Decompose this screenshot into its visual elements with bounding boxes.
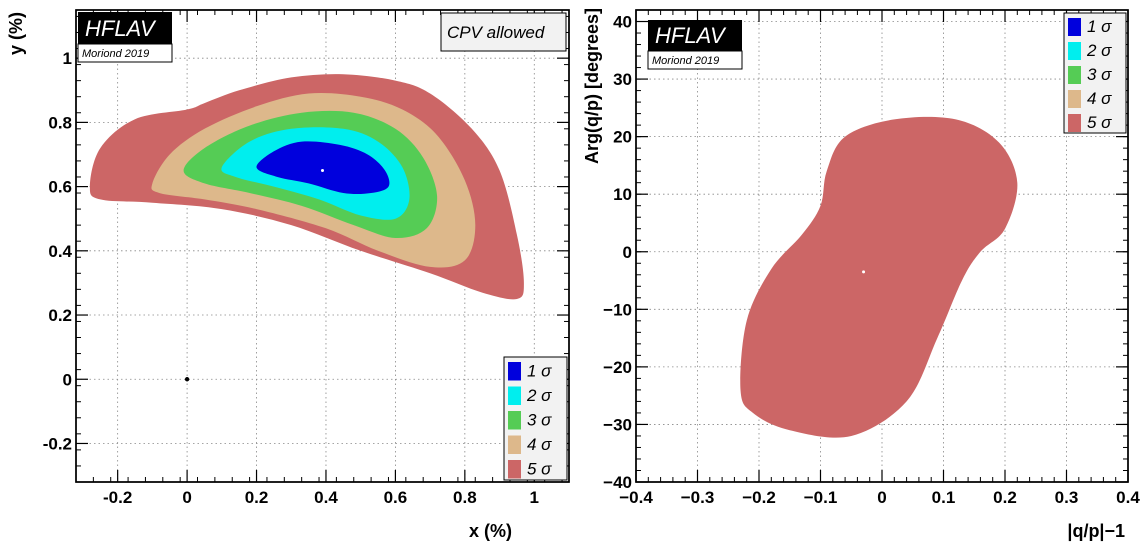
right-x-tick-label: 0.4 (1116, 488, 1140, 507)
right-x-tick-label: 0.1 (932, 488, 956, 507)
right-contours (740, 116, 1018, 438)
right-brand-text: HFLAV (655, 23, 727, 48)
left-y-tick-label: 1 (63, 49, 72, 68)
left-legend-label: 4 σ (527, 435, 552, 454)
left-legend-swatch (508, 362, 521, 381)
left-y-tick-label: 0 (63, 370, 72, 389)
left-x-tick-label: 1 (530, 488, 539, 507)
left-y-tick-label: -0.2 (43, 434, 72, 453)
left-y-tick-label: 0.8 (48, 113, 72, 132)
left-best-fit-point (321, 169, 324, 173)
left-legend: 1 σ 2 σ 3 σ 4 σ 5 σ (503, 356, 568, 481)
right-legend: 1 σ 2 σ 3 σ 4 σ 5 σ (1063, 12, 1127, 134)
left-legend-label: 2 σ (526, 386, 552, 405)
left-x-tick-label: 0.6 (384, 488, 408, 507)
left-legend-label: 3 σ (527, 411, 552, 430)
left-x-tick-label: 0.4 (314, 488, 338, 507)
left-x-tick-label: 0.8 (453, 488, 477, 507)
left-markers (184, 169, 324, 382)
left-hflav-badge: HFLAV Moriond 2019 (77, 12, 173, 63)
left-y-tick-label: 0.4 (48, 242, 72, 261)
left-x-tick-label: 0.2 (245, 488, 269, 507)
left-contours (89, 74, 524, 300)
left-x-tick-label: -0.2 (103, 488, 132, 507)
right-legend-swatch (1068, 114, 1081, 132)
right-y-tick-label: 10 (613, 185, 632, 204)
right-legend-swatch (1068, 18, 1081, 36)
right-x-tick-label: 0 (877, 488, 886, 507)
right-legend-label: 5 σ (1087, 113, 1112, 132)
right-legend-label: 4 σ (1087, 89, 1112, 108)
right-legend-label: 2 σ (1086, 41, 1112, 60)
right-x-tick-label: 0.2 (993, 488, 1017, 507)
right-x-tick-label: −0.3 (681, 488, 715, 507)
left-brand-text: HFLAV (85, 16, 157, 41)
right-contour-5-sigma (740, 116, 1018, 438)
right-hflav-badge: HFLAV Moriond 2019 (647, 20, 743, 70)
left-y-axis-label: y (%) (6, 12, 26, 55)
left-chart: -0.2 0 0.2 0.4 0.6 0.8 1 -0.2 0 0.2 0.4 0.6 0.8 1 HFL… (6, 9, 570, 541)
right-legend-swatch (1068, 90, 1081, 108)
right-x-axis-label: |q/p|−1 (1067, 521, 1125, 541)
right-y-tick-label: −20 (603, 358, 632, 377)
right-y-tick-label: −30 (603, 415, 632, 434)
right-legend-swatch (1068, 42, 1081, 60)
cpv-annotation-text: CPV allowed (447, 23, 545, 42)
cpv-annotation: CPV allowed (440, 12, 567, 52)
left-legend-swatch (508, 460, 521, 479)
left-legend-swatch (508, 435, 521, 454)
right-chart: −0.4 −0.3 −0.2 −0.1 0 0.1 0.2 0.3 0.4 −40 −30 −20 −1… (582, 8, 1140, 541)
right-y-tick-label: −40 (603, 473, 632, 492)
right-y-tick-label: 0 (623, 243, 632, 262)
right-x-tick-label: −0.1 (804, 488, 838, 507)
left-x-axis-label: x (%) (469, 521, 512, 541)
left-legend-label: 1 σ (527, 362, 552, 381)
left-legend-swatch (508, 386, 521, 405)
right-x-tick-label: −0.4 (619, 488, 653, 507)
left-x-tick-label: 0 (182, 488, 191, 507)
right-y-tick-label: 40 (613, 13, 632, 32)
left-reference-point (184, 377, 190, 382)
left-axes-frame (75, 9, 570, 483)
left-ticks: -0.2 0 0.2 0.4 0.6 0.8 1 -0.2 0 0.2 0.4 0.6 0.8 1 (43, 9, 570, 507)
left-contour-1-sigma (256, 141, 390, 195)
right-y-tick-label: 20 (613, 128, 632, 147)
left-legend-swatch (508, 411, 521, 430)
right-x-tick-label: −0.2 (742, 488, 776, 507)
right-subtitle-text: Moriond 2019 (652, 55, 719, 67)
left-legend-label: 5 σ (527, 460, 552, 479)
left-subtitle-text: Moriond 2019 (82, 48, 149, 60)
right-y-tick-label: 30 (613, 70, 632, 89)
right-legend-label: 3 σ (1087, 65, 1112, 84)
right-markers (862, 270, 866, 274)
right-ticks: −0.4 −0.3 −0.2 −0.1 0 0.1 0.2 0.3 0.4 −40 −30 −20 −1… (603, 9, 1140, 507)
right-legend-label: 1 σ (1087, 17, 1112, 36)
right-best-fit-point (862, 270, 866, 274)
left-y-tick-label: 0.6 (48, 178, 72, 197)
right-y-axis-label: Arg(q/p) [degrees] (582, 8, 602, 164)
left-y-tick-label: 0.2 (48, 306, 72, 325)
right-legend-swatch (1068, 66, 1081, 84)
right-y-tick-label: −10 (603, 300, 632, 319)
right-x-tick-label: 0.3 (1055, 488, 1079, 507)
